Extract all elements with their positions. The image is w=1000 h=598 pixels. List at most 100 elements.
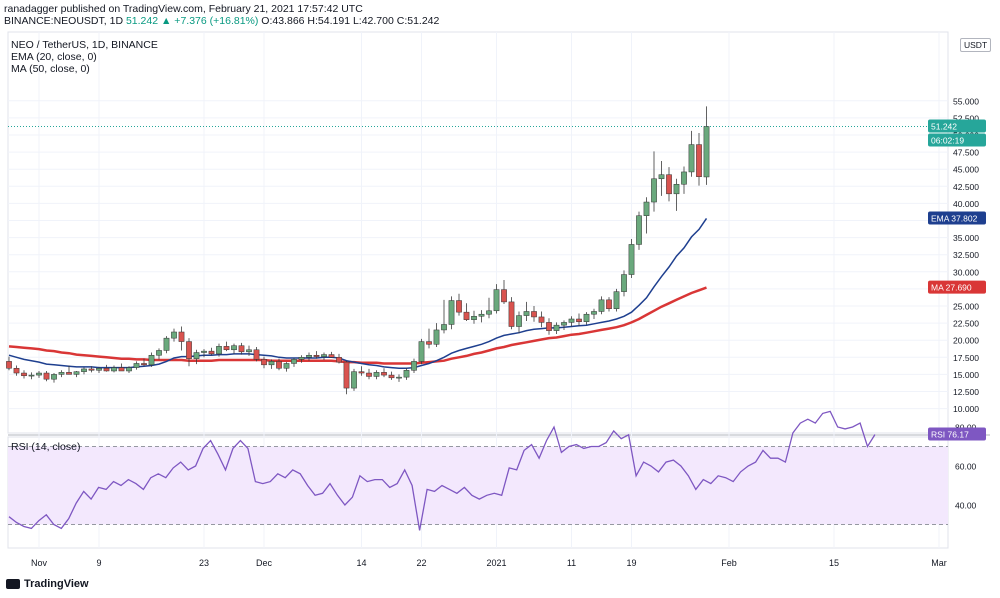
candle-body [486,310,492,315]
candle-up [418,338,425,365]
candle-body [583,313,590,322]
candle-up [486,297,492,319]
candle-body [366,372,372,377]
candle-down [606,297,612,312]
candle-up [478,310,485,323]
candle-up [568,316,575,327]
candle-up [126,366,132,374]
candle-up [36,370,42,378]
candle-body [411,361,417,371]
candle-body [321,354,327,357]
candle-body [36,372,42,376]
candle-up [216,343,222,357]
candle-down [546,318,552,335]
candle-body [388,374,395,379]
candle-body [88,368,95,371]
price-tick-label: 22.500 [953,319,979,329]
candle-body [43,372,50,380]
candle-down [6,356,12,371]
candle-body [463,311,470,320]
price-tag-text: 51.242 [931,122,957,132]
price-tick-label: 20.000 [953,336,979,346]
price-chart[interactable]: 55.00052.50050.00047.50045.00042.50040.0… [0,30,1000,578]
candle-body [268,361,275,366]
candle-up [621,270,627,297]
candle-down [223,341,230,352]
candle-body [501,289,507,303]
candle-up [411,358,417,374]
candle-up [51,373,57,383]
candle-up [148,352,155,367]
brand-name: TradingView [24,578,89,590]
candle-down [336,353,342,364]
candle-up [493,284,500,314]
candle-body [193,352,200,359]
candle-body [141,363,147,366]
candle-up [163,336,170,354]
candle-body [103,367,110,372]
ma-tag-text: MA 27.690 [931,283,972,293]
ma-tag-bg [928,280,986,294]
candle-up [321,352,327,361]
price-tick-label: 15.000 [953,370,979,380]
candle-body [591,311,597,315]
price-tick-label: 40.000 [953,199,979,209]
ma-tag: MA 27.690 [928,280,986,294]
candle-body [351,371,357,389]
candle-down [696,132,702,186]
time-tick-label: Nov [31,558,48,568]
candle-body [561,322,567,326]
candle-body [418,341,425,362]
candle-body [508,301,515,327]
candle-body [523,311,530,316]
candle-body [298,357,305,360]
candle-body [516,315,522,327]
time-tick-label: 2021 [486,558,506,568]
time-tick-label: 14 [356,558,366,568]
candle-down [13,365,20,376]
candle-down [178,326,185,351]
rsi-legend: RSI (14, close) [11,441,81,453]
candle-up [403,368,410,380]
candle-up [81,367,87,375]
candle-body [426,341,432,345]
candle-body [21,372,27,377]
price-tick-label: 52.500 [953,113,979,123]
rsi-tag: RSI 76.17 [928,427,986,441]
candle-up [201,349,207,358]
symbol-line: BINANCE:NEOUSDT, 1D 51.242 ▲ +7.376 (+16… [4,15,439,27]
candle-down [501,280,507,304]
candle-body [163,337,170,351]
candle-down [186,338,192,367]
candle-body [201,350,207,353]
candle-down [88,366,95,373]
candle-down [118,363,125,372]
tradingview-mark-icon [6,579,20,589]
rsi-line [8,410,876,531]
candle-up [523,301,530,322]
candle-up [291,357,297,367]
candle-down [21,370,27,379]
candle-body [538,316,545,323]
candle-up [658,160,665,196]
candle-down [426,328,432,349]
candle-down [576,313,582,326]
rsi-tag-bg [928,427,986,441]
time-tick-label: 15 [829,558,839,568]
candle-body [621,274,627,292]
candle-body [546,322,552,331]
price-tick-label: 42.500 [953,182,979,192]
time-tick-label: Mar [931,558,947,568]
currency-label[interactable]: USDT [960,38,992,52]
candle-down [276,358,282,371]
candle-up [156,348,162,360]
tradingview-logo[interactable]: TradingView [6,578,89,590]
candle-up [561,320,567,330]
candle-up [636,211,642,250]
candle-body [6,361,12,369]
last-price: 51.242 [125,15,159,27]
candle-body [51,374,57,380]
candle-down [531,306,537,322]
candle-down [366,368,372,380]
candle-up [471,310,477,324]
